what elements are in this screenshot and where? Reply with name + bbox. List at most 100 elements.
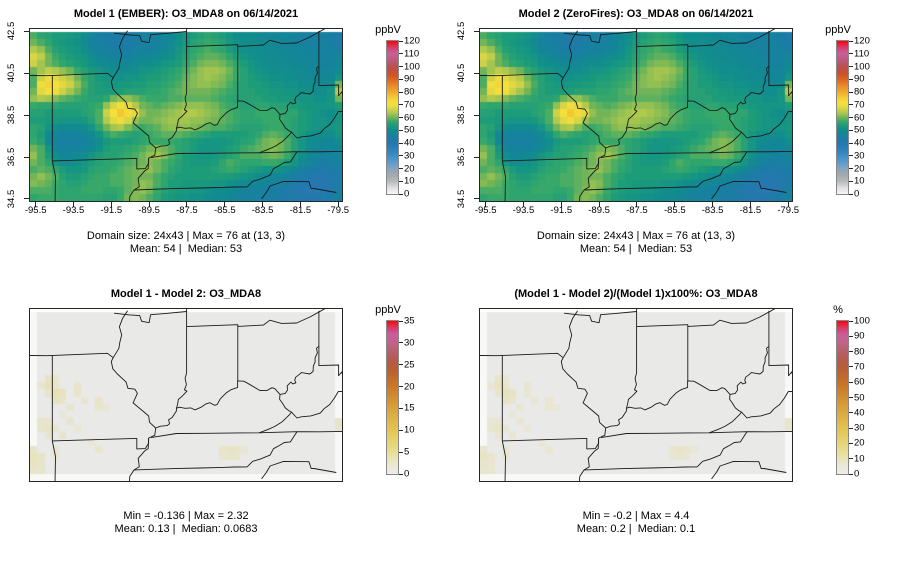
state-outline-overlay [480, 29, 792, 201]
colorbar-tick-mark [399, 66, 403, 67]
state-border-line [150, 150, 342, 159]
state-border-line [150, 430, 342, 439]
x-axis-tick-mark [787, 202, 789, 207]
x-axis-tick-mark [598, 202, 600, 207]
colorbar-tick-mark [399, 78, 403, 80]
state-border-line [711, 460, 787, 480]
state-border-line [186, 29, 326, 48]
state-border-line [480, 72, 564, 79]
x-axis-tick-mark [749, 202, 751, 207]
state-border-line [128, 158, 150, 201]
colorbar-tick-mark [399, 473, 403, 475]
colorbar-tick-mark [399, 40, 403, 42]
y-axis-tick-mark [24, 198, 29, 200]
y-axis-tick-label: 34.5 [5, 189, 17, 209]
state-border-line [768, 66, 792, 97]
colorbar-tick-label: 40 [404, 137, 415, 149]
colorbar-tick-label: 50 [854, 124, 865, 136]
colorbar-tick-label: 5 [404, 446, 410, 458]
colorbar-tick-mark [399, 342, 403, 344]
colorbar-tick-label: 40 [854, 407, 865, 419]
x-axis-tick-label: -93.5 [512, 205, 535, 216]
heatmap-canvas [30, 29, 342, 201]
colorbar-tick-label: 20 [854, 437, 865, 449]
x-axis-tick-label: -93.5 [62, 205, 85, 216]
colorbar [386, 320, 399, 475]
x-axis-tick-mark [523, 202, 524, 207]
state-border-line [155, 128, 177, 149]
y-axis-tick-mark [24, 30, 29, 32]
x-axis-tick-label: -81.5 [289, 205, 312, 216]
colorbar-tick-label: 100 [404, 61, 420, 72]
y-axis-tick-mark [24, 114, 29, 116]
colorbar-tick-mark [399, 91, 403, 93]
state-border-line [261, 180, 337, 200]
state-border-line [133, 466, 248, 471]
colorbar-tick-label: 100 [854, 315, 870, 327]
colorbar-tick-label: 10 [404, 424, 415, 436]
state-border-line [279, 345, 320, 395]
state-border-line [110, 30, 157, 149]
colorbar-tick-mark [399, 168, 403, 169]
colorbar-tick-mark [849, 351, 853, 353]
state-border-line [636, 309, 776, 328]
y-axis-tick-label: 40.5 [5, 63, 17, 83]
stats-text: Min = -0.136 | Max = 2.32 Mean: 0.13 | M… [8, 510, 364, 536]
state-border-line [626, 380, 742, 413]
panel-title: Model 2 (ZeroFires): O3_MDA8 on 06/14/20… [518, 8, 754, 20]
colorbar-tick-label: 80 [854, 346, 865, 358]
x-axis-tick-mark [674, 202, 676, 207]
state-border-line [578, 438, 600, 481]
x-axis-tick-label: -79.5 [327, 205, 350, 216]
colorbar-tick-mark [849, 412, 853, 414]
panel-title: Model 1 (EMBER): O3_MDA8 on 06/14/2021 [73, 8, 299, 20]
heatmap-canvas [480, 309, 792, 481]
state-border-line [502, 427, 607, 450]
colorbar-tick-label: 50 [854, 392, 865, 403]
state-border-line [30, 72, 114, 79]
x-axis-tick-label: -91.5 [100, 205, 123, 216]
state-border-line [583, 186, 698, 191]
colorbar-tick-mark [849, 78, 853, 80]
state-border-line [501, 440, 506, 481]
stats-line-2: Mean: 54 | Median: 53 [579, 243, 693, 255]
x-axis-tick-label: -83.5 [701, 205, 724, 216]
colorbar-tick-label: 0 [404, 188, 410, 200]
colorbar-tick-label: 0 [404, 468, 410, 480]
colorbar-tick-label: 70 [404, 99, 415, 111]
colorbar-tick-mark [399, 142, 403, 144]
state-border-line [155, 408, 177, 429]
x-axis-tick-label: -89.5 [138, 205, 160, 216]
x-axis-tick-label: -91.5 [550, 205, 573, 216]
state-border-line [52, 427, 157, 450]
x-axis-tick-label: -83.5 [251, 205, 274, 216]
colorbar-tick-label: 0 [854, 468, 860, 480]
colorbar-tick-mark [849, 40, 853, 42]
x-axis-tick-mark [148, 202, 150, 207]
state-border-line [176, 380, 292, 413]
colorbar-tick-label: 20 [404, 381, 415, 393]
state-border-line [480, 352, 564, 359]
colorbar-tick-label: 20 [404, 163, 415, 174]
colorbar-tick-mark [399, 180, 403, 182]
state-border-line [560, 30, 607, 149]
state-border-line [605, 128, 627, 149]
state-border-line [729, 345, 770, 395]
colorbar-tick-mark [399, 104, 403, 106]
state-border-line [246, 151, 298, 188]
colorbar-tick-mark [399, 193, 403, 195]
colorbar-tick-mark [399, 117, 403, 118]
state-outline-overlay [30, 29, 342, 201]
stats-line-1: Domain size: 24x43 | Max = 76 at (13, 3) [86, 230, 286, 242]
state-border-line [625, 309, 638, 409]
state-border-line [128, 438, 150, 481]
stats-text: Min = -0.2 | Max = 4.4 Mean: 0.2 | Media… [458, 510, 814, 536]
colorbar-tick-label: 60 [404, 112, 415, 123]
colorbar-tick-mark [849, 473, 853, 475]
map-plot [29, 308, 343, 482]
colorbar-tick-mark [399, 129, 403, 131]
y-axis-tick-mark [24, 72, 29, 74]
state-border-line [175, 29, 188, 129]
panel-model2-zerofires: Model 2 (ZeroFires): O3_MDA8 on 06/14/20… [450, 0, 900, 280]
colorbar-tick-mark [849, 458, 853, 460]
